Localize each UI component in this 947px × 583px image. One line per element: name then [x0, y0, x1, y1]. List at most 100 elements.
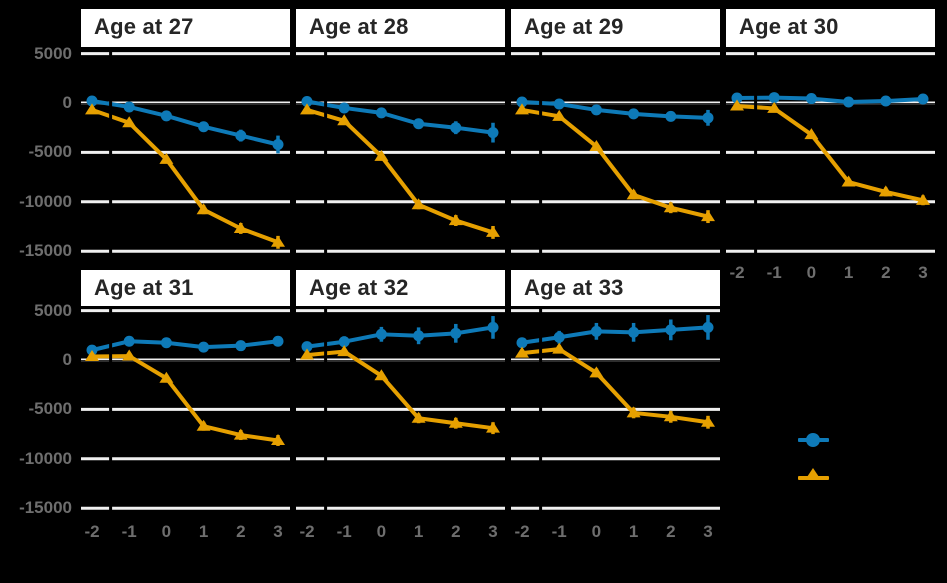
point-triangle-orange_triangle: [730, 99, 744, 111]
point-triangle-orange_triangle: [271, 434, 285, 446]
point-triangle-orange_triangle: [841, 175, 856, 187]
point-circle-blue_circle: [375, 328, 387, 340]
point-triangle-orange_triangle: [448, 214, 463, 226]
series-line-orange_triangle: [306, 349, 494, 431]
facet-strip-age-at-32: Age at 32: [296, 270, 505, 306]
facet-plot-age-at-27: [81, 47, 290, 258]
circle-marker-icon: [806, 433, 820, 447]
point-triangle-orange_triangle: [701, 210, 715, 222]
series-line-blue_circle: [736, 95, 924, 105]
y-tick-label: -15000: [19, 498, 72, 518]
facet-plot-age-at-28: [296, 47, 505, 258]
x-tick-label: 2: [236, 522, 246, 541]
facet-plot-age-at-29: [511, 47, 720, 258]
point-triangle-orange_triangle: [374, 149, 389, 161]
point-circle-blue_circle: [843, 96, 855, 108]
point-circle-blue_circle: [160, 337, 172, 349]
point-circle-blue_circle: [160, 110, 172, 122]
facet-title: Age at 30: [739, 14, 839, 39]
facet-strip-age-at-30: Age at 30: [726, 9, 935, 47]
point-circle-blue_circle: [628, 108, 640, 120]
point-triangle-orange_triangle: [271, 235, 285, 247]
point-triangle-orange_triangle: [300, 348, 314, 360]
point-triangle-orange_triangle: [337, 114, 352, 126]
point-triangle-orange_triangle: [122, 116, 137, 128]
point-triangle-orange_triangle: [159, 371, 174, 383]
point-triangle-orange_triangle: [552, 342, 567, 354]
x-tick-label: -1: [121, 522, 137, 541]
point-circle-blue_circle: [553, 98, 565, 110]
point-circle-blue_circle: [516, 337, 528, 349]
x-tick-label: 3: [488, 522, 498, 541]
x-tick-label: -1: [766, 263, 782, 282]
point-triangle-orange_triangle: [85, 103, 99, 115]
point-circle-blue_circle: [450, 122, 462, 134]
point-circle-blue_circle: [86, 95, 98, 107]
x-tick-label: 3: [918, 263, 928, 282]
y-tick-label: 5000: [34, 300, 72, 320]
x-tick-label: 3: [273, 522, 283, 541]
facet-title: Age at 32: [309, 275, 409, 300]
point-circle-blue_circle: [301, 96, 313, 108]
y-tick-label: -10000: [19, 191, 72, 211]
point-circle-blue_circle: [301, 341, 313, 353]
point-triangle-orange_triangle: [300, 103, 314, 115]
series-line-blue_circle: [91, 339, 279, 353]
facet-title: Age at 28: [309, 14, 409, 39]
point-triangle-orange_triangle: [233, 221, 248, 233]
facet-plot-age-at-30: [726, 47, 935, 258]
x-tick-label: 2: [666, 522, 676, 541]
series-line-blue_circle: [306, 99, 494, 135]
point-circle-blue_circle: [413, 118, 425, 130]
point-circle-blue_circle: [487, 127, 499, 139]
point-triangle-orange_triangle: [374, 369, 389, 381]
series-line-orange_triangle: [91, 108, 279, 245]
point-triangle-orange_triangle: [515, 103, 529, 115]
x-tick-label: 0: [591, 522, 602, 541]
facet-title: Age at 29: [524, 14, 624, 39]
facet-title: Age at 27: [94, 14, 194, 39]
point-circle-blue_circle: [338, 102, 350, 114]
point-circle-blue_circle: [665, 324, 677, 336]
facet-plot-age-at-33: [511, 306, 720, 516]
x-tick-label: 1: [628, 522, 639, 541]
x-tick-label: -2: [514, 522, 530, 541]
point-circle-blue_circle: [375, 107, 387, 119]
facet-plot-age-at-32: [296, 306, 505, 516]
point-triangle-orange_triangle: [767, 101, 782, 113]
point-triangle-orange_triangle: [85, 350, 99, 362]
facet-strip-age-at-31: Age at 31: [81, 270, 290, 306]
x-tick-label: 0: [376, 522, 387, 541]
point-triangle-orange_triangle: [663, 410, 678, 422]
x-tick-label: 3: [703, 522, 713, 541]
x-tick-label: 1: [413, 522, 424, 541]
point-triangle-orange_triangle: [196, 419, 211, 431]
x-tick-label: 2: [881, 263, 891, 282]
point-circle-blue_circle: [590, 104, 602, 116]
x-tick-label: 0: [161, 522, 172, 541]
point-circle-blue_circle: [235, 130, 247, 142]
point-triangle-orange_triangle: [626, 406, 641, 418]
point-circle-blue_circle: [805, 93, 817, 105]
point-triangle-orange_triangle: [878, 185, 893, 197]
point-triangle-orange_triangle: [589, 139, 604, 151]
series-line-orange_triangle: [736, 103, 924, 203]
series-line-blue_circle: [91, 99, 279, 147]
point-triangle-orange_triangle: [337, 345, 352, 357]
point-triangle-orange_triangle: [916, 193, 930, 205]
point-circle-blue_circle: [272, 138, 284, 150]
point-circle-blue_circle: [516, 96, 528, 108]
x-tick-label: -2: [84, 522, 100, 541]
y-tick-label: 0: [62, 93, 72, 112]
point-triangle-orange_triangle: [486, 421, 500, 433]
point-circle-blue_circle: [198, 341, 210, 353]
point-circle-blue_circle: [272, 335, 284, 347]
facet-strip-age-at-33: Age at 33: [511, 270, 720, 306]
point-triangle-orange_triangle: [486, 225, 500, 237]
series-line-blue_circle: [521, 325, 709, 345]
facet-title: Age at 33: [524, 275, 624, 300]
point-triangle-orange_triangle: [589, 366, 604, 378]
facet-strip-age-at-29: Age at 29: [511, 9, 720, 47]
point-triangle-orange_triangle: [159, 152, 174, 164]
